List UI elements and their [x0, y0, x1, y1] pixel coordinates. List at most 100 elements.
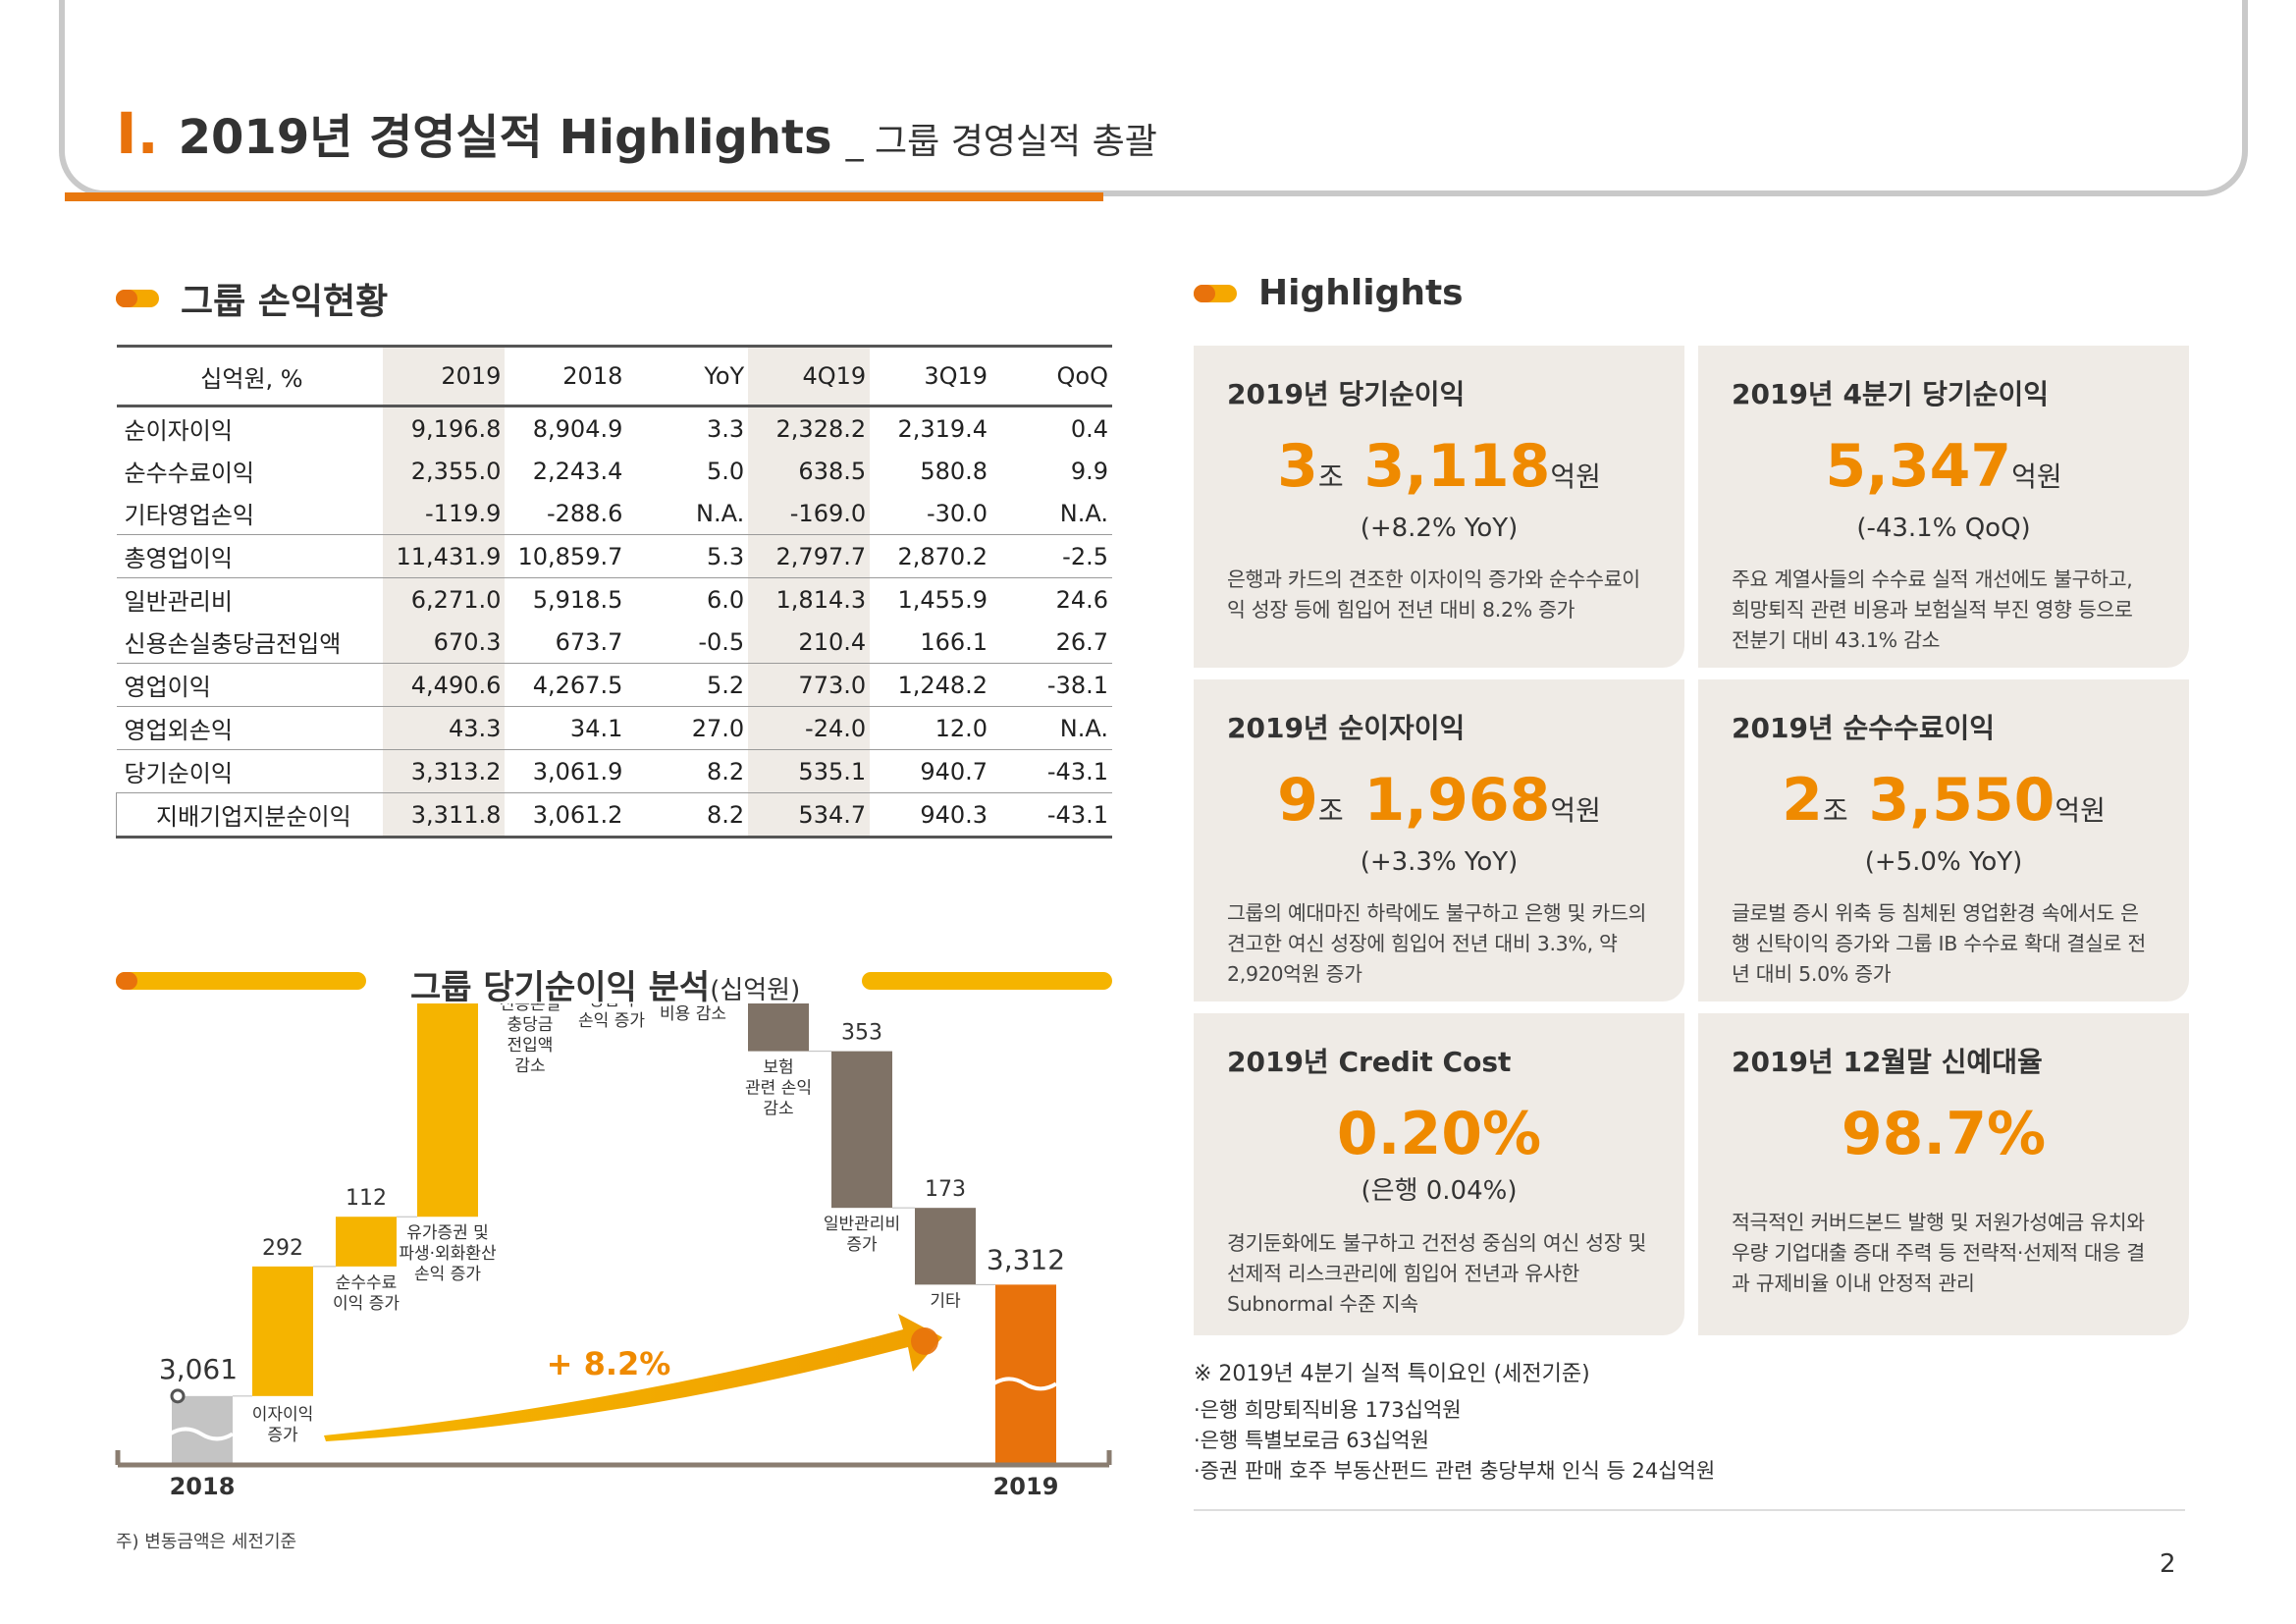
category-label: 보험 관련 손익 감소	[745, 1058, 812, 1119]
card-unit-b: 억원	[2011, 460, 2062, 493]
category-label: 기타	[930, 1291, 961, 1311]
card-unit-b: 억원	[1550, 460, 1601, 493]
page-number: 2	[2160, 1549, 2176, 1579]
table-cell: -30.0	[926, 499, 988, 527]
highlight-card: 2019년 당기순이익 3조 3,118억원 (+8.2% YoY) 은행과 카드의 …	[1194, 346, 1684, 668]
notes-divider	[1194, 1509, 2185, 1511]
bar-insurance	[748, 1003, 809, 1052]
card-big-figure: 9조 1,968억원	[1227, 768, 1651, 843]
table-cell: 34.1	[505, 706, 627, 750]
table-cell: 940.3	[870, 792, 992, 839]
row-label: 순수수료이익	[124, 460, 254, 487]
highlights-section-title: Highlights	[1258, 273, 1464, 313]
card-unit-b: 억원	[1550, 794, 1601, 827]
card-title: 2019년 4분기 당기순이익	[1732, 378, 2049, 410]
highlight-card: 2019년 순수수료이익 2조 3,550억원 (+5.0% YoY) 글로벌 증시 …	[1698, 679, 2189, 1001]
table-cell: 9,196.8	[383, 406, 506, 450]
card-big-figure: 2조 3,550억원	[1732, 768, 2156, 843]
table-cell: 24.6	[991, 577, 1112, 621]
table-cell: 4,490.6	[383, 663, 506, 707]
value-label: 112	[346, 1186, 387, 1211]
bullet-pill-icon	[116, 290, 159, 307]
table-cell: 3,311.8	[383, 792, 506, 839]
card-subtitle: (+3.3% YoY)	[1360, 847, 1519, 877]
card-subtitle: (-43.1% QoQ)	[1856, 514, 2031, 543]
table-cell: 1,814.3	[748, 577, 871, 621]
table-row: 총영업이익 11,431.9 10,859.7 5.3 2,797.7 2,870.2 -2…	[116, 534, 1112, 578]
table-row: 신용손실충당금전입액 670.3 673.7 -0.5 210.4 166.1 26.7	[117, 621, 1113, 664]
notes-heading: ※ 2019년 4분기 실적 특이요인 (세전기준)	[1194, 1362, 1590, 1386]
title-sub: _ 그룹 경영실적 총괄	[845, 122, 1157, 162]
row-label: 지배기업지분순이익	[116, 792, 384, 839]
table-row: 당기순이익 3,313.2 3,061.9 8.2 535.1 940.7 -43.1	[116, 749, 1112, 793]
table-cell: 12.0	[870, 706, 992, 750]
table-cell: 6,271.0	[383, 577, 506, 621]
card-title: 2019년 당기순이익	[1227, 378, 1466, 410]
row-label: 당기순이익	[116, 749, 384, 793]
card-unit-a: 조	[1317, 794, 1344, 827]
card-big-b: 3,118	[1363, 432, 1551, 501]
table-row: 영업이익 4,490.6 4,267.5 5.2 773.0 1,248.2 -38.1	[116, 663, 1112, 707]
col-header: QoQ	[991, 345, 1112, 407]
row-label: 일반관리비	[116, 577, 384, 621]
chart-unit: (십억원)	[710, 976, 801, 1005]
card-big-b: 0.20%	[1336, 1100, 1542, 1168]
chart-footnote: 주) 변동금액은 세전기준	[116, 1532, 297, 1552]
growth-arrow-head-dot	[911, 1327, 938, 1355]
category-label: 이자이익 증가	[252, 1405, 314, 1445]
card-big-a: 2	[1782, 766, 1823, 835]
row-label: 총영업이익	[116, 534, 384, 578]
income-section-header: 그룹 손익현황	[116, 273, 388, 324]
value-label: 292	[262, 1236, 303, 1261]
card-description: 적극적인 커버드본드 발행 및 저원가성예금 유치와 우량 기업대출 증대 주력…	[1732, 1211, 2145, 1295]
value-label: 353	[841, 1021, 882, 1046]
section-number: I.	[116, 100, 159, 167]
axis-break-icon	[991, 1377, 1058, 1391]
table-row: 지배기업지분순이익 3,311.8 3,061.2 8.2 534.7 940.3 -43.…	[116, 792, 1112, 839]
table-cell: 2,243.4	[532, 457, 623, 485]
table-cell: 2,319.4	[897, 414, 988, 443]
card-description: 그룹의 예대마진 하락에도 불구하고 은행 및 카드의 견고한 여신 성장에 힘…	[1227, 901, 1647, 986]
card-big-figure: 5,347억원	[1732, 434, 2156, 510]
table-cell: 5.3	[626, 534, 749, 578]
bar-sga	[831, 1051, 892, 1209]
chart-header: 그룹 당기순이익 분석(십억원)	[116, 960, 1112, 1007]
card-title: 2019년 순이자이익	[1227, 712, 1466, 744]
table-cell: 43.3	[383, 706, 506, 750]
table-cell: 2,797.7	[748, 534, 871, 578]
notes-item: ·은행 희망퇴직비용 173십억원	[1194, 1398, 1462, 1422]
table-cell: -2.5	[991, 534, 1112, 578]
table-cell: 2,355.0	[383, 450, 506, 492]
table-cell: N.A.	[991, 706, 1112, 750]
table-cell: 8.2	[626, 749, 749, 793]
row-label: 영업외손익	[116, 706, 384, 750]
bar-fee	[336, 1217, 397, 1267]
table-cell: 8.2	[626, 792, 749, 839]
category-label: 법인세비용 감소	[660, 1003, 726, 1024]
table-row: 일반관리비 6,271.0 5,918.5 6.0 1,814.3 1,455.9 24.6	[116, 577, 1112, 621]
table-row: 순수수료이익 2,355.0 2,243.4 5.0 638.5 580.8 9.9	[117, 450, 1113, 492]
card-big-figure: 3조 3,118억원	[1227, 434, 1651, 510]
table-row: 기타영업손익 -119.9 -288.6 N.A. -169.0 -30.0 N.A.	[117, 492, 1113, 535]
table-cell: -43.1	[991, 749, 1112, 793]
table-cell: 673.7	[555, 627, 623, 656]
income-section-title: 그룹 손익현황	[181, 282, 389, 322]
table-cell: 3,061.2	[505, 792, 627, 839]
table-cell: 0.4	[1070, 414, 1108, 443]
col-header: 4Q19	[748, 345, 871, 407]
table-cell: 3,313.2	[383, 749, 506, 793]
table-cell: 3.3	[707, 414, 745, 443]
card-unit-a: 조	[1317, 460, 1344, 493]
chart-title: 그룹 당기순이익 분석(십억원)	[410, 960, 800, 1008]
table-cell: 670.3	[383, 621, 506, 664]
category-label: 신용손실 충당금 전입액 감소	[500, 1003, 561, 1076]
axis-break-icon	[168, 1427, 235, 1441]
highlight-card: 2019년 순이자이익 9조 1,968억원 (+3.3% YoY) 그룹의 예대마진…	[1194, 679, 1684, 1001]
row-label: 신용손실충당금전입액	[124, 630, 342, 658]
table-cell: 3,061.9	[505, 749, 627, 793]
table-cell: 9.9	[1070, 457, 1108, 485]
table-cell: -0.5	[698, 627, 745, 656]
table-cell: 2,870.2	[870, 534, 992, 578]
table-cell: 10,859.7	[505, 534, 627, 578]
table-cell: 4,267.5	[505, 663, 627, 707]
